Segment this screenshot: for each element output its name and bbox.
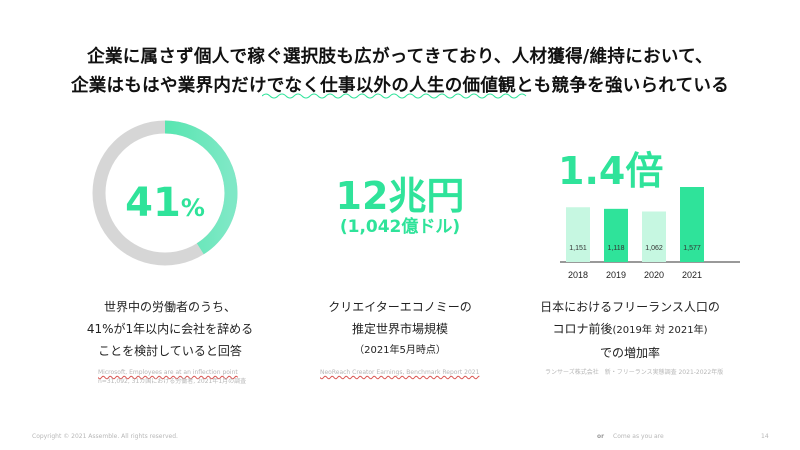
page-number: 14 xyxy=(761,433,769,440)
bar-value-label-2018: 1,151 xyxy=(569,245,587,252)
stat2-desc-line3: （2021年5月時点） xyxy=(354,345,446,356)
x-tick-label-2020: 2020 xyxy=(644,270,664,280)
stat1-value: 41% xyxy=(90,180,240,226)
bar-value-label-2020: 1,062 xyxy=(645,245,663,252)
footer-copyright: Copyright © 2021 Assemble. All rights re… xyxy=(32,433,178,440)
headline-line-2: 企業はもはや業界内だけでなく仕事以外の人生の価値観とも競争を強いられている xyxy=(70,76,730,96)
stat1-desc-line1: 世界中の労働者のうち、 xyxy=(103,300,236,314)
bar-2019 xyxy=(604,208,628,262)
stat3-desc-line2-main: コロナ前後 xyxy=(552,322,613,336)
stat1-source-line1: Microsoft, Employees are at an inflectio… xyxy=(98,369,238,376)
squiggle-underline xyxy=(262,93,527,99)
bar-2021 xyxy=(680,187,704,262)
stat2-description: クリエイターエコノミーの 推定世界市場規模 （2021年5月時点） xyxy=(300,296,500,362)
stat3-desc-line3: での増加率 xyxy=(599,346,660,360)
stat1-unit: % xyxy=(180,194,205,222)
stat1-source: Microsoft, Employees are at an inflectio… xyxy=(98,368,246,386)
stat1-desc-line3: ことを検討していると回答 xyxy=(98,344,242,358)
stat1-number: 41 xyxy=(125,180,181,226)
bar-value-label-2021: 1,577 xyxy=(683,245,701,252)
headline-line-1: 企業に属さず個人で稼ぐ選択肢も広がってきており、人材獲得/維持において、 xyxy=(87,47,713,67)
stat3-desc-line2-period: (2019年 対 2021年) xyxy=(612,325,708,336)
donut-chart xyxy=(92,120,238,266)
stat2-desc-line1: クリエイターエコノミーの xyxy=(328,300,472,314)
stat3-value: 1.4倍 xyxy=(558,149,664,193)
footer-brand-logo: or xyxy=(597,433,605,440)
bar-2018 xyxy=(566,207,590,262)
stat2-source: NeoReach Creator Earnings, Benchmark Rep… xyxy=(320,369,480,376)
x-tick-label-2019: 2019 xyxy=(606,270,626,280)
stat1-desc-line2: 41%が1年以内に会社を辞める xyxy=(86,322,254,336)
stat3-desc-line2: コロナ前後(2019年 対 2021年) xyxy=(525,318,735,342)
stat1-description: 世界中の労働者のうち、 41%が1年以内に会社を辞める ことを検討していると回答 xyxy=(70,296,270,362)
stat2-desc-line2: 推定世界市場規模 xyxy=(351,322,448,336)
bar-value-label-2019: 1,118 xyxy=(608,245,625,252)
stat3-source: ランサーズ株式会社 新・フリーランス実態調査 2021-2022年版 xyxy=(545,369,724,376)
stat1-source-line2: n=31,092, 31カ国における労働者, 2021年1月の調査 xyxy=(98,378,247,385)
stat3-description: 日本におけるフリーランス人口の コロナ前後(2019年 対 2021年) での増… xyxy=(525,296,735,364)
x-tick-label-2021: 2021 xyxy=(682,270,702,280)
stat3-desc-line1: 日本におけるフリーランス人口の xyxy=(540,300,720,314)
stat2-sub: (1,042億ドル) xyxy=(339,217,461,237)
stat2-value: 12兆円 xyxy=(335,174,465,218)
footer-tagline: Come as you are xyxy=(613,433,664,440)
x-tick-label-2018: 2018 xyxy=(568,270,588,280)
freelance-bar-chart: 1,151 2018 1,118 2019 1,062 2020 1,577 2021 xyxy=(560,187,740,280)
donut-arc xyxy=(92,120,238,266)
bar-2020 xyxy=(642,211,666,262)
